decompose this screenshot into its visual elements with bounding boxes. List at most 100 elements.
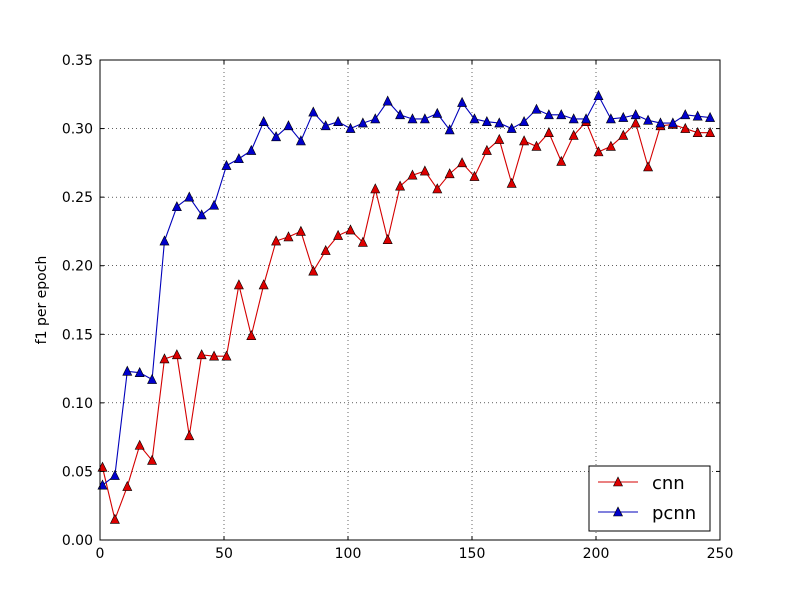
cnn-point — [432, 183, 443, 194]
y-axis-label: f1 per epoch — [34, 256, 50, 345]
pcnn-point — [667, 117, 678, 128]
pcnn-point — [196, 209, 207, 220]
cnn-point — [134, 439, 145, 450]
pcnn-point — [370, 113, 381, 124]
pcnn-point — [506, 122, 517, 133]
y-tick-label: 0.10 — [62, 396, 93, 412]
cnn-point — [159, 353, 170, 364]
pcnn-point — [519, 116, 530, 127]
pcnn-point — [209, 199, 220, 210]
pcnn-point — [147, 373, 158, 384]
cnn-point — [246, 329, 257, 340]
cnn-point — [370, 183, 381, 194]
y-tick-label: 0.25 — [62, 190, 93, 206]
x-tick-label: 0 — [96, 546, 105, 562]
pcnn-point — [271, 131, 282, 142]
pcnn-point — [308, 106, 319, 117]
cnn-point — [593, 146, 604, 157]
grid-lines — [100, 60, 720, 540]
y-tick-label: 0.35 — [62, 53, 93, 69]
x-tick-label: 100 — [335, 546, 362, 562]
cnn-point — [395, 180, 406, 191]
pcnn-point — [184, 191, 195, 202]
cnn-point — [283, 231, 294, 242]
cnn-point — [221, 350, 232, 361]
pcnn-point — [134, 367, 145, 377]
pcnn-point — [457, 96, 468, 107]
pcnn-point — [246, 144, 257, 155]
axis-ticks — [99, 59, 721, 541]
pcnn-point — [382, 95, 393, 106]
pcnn-point — [432, 107, 443, 118]
cnn-point — [233, 279, 244, 290]
legend-pcnn-label: pcnn — [652, 503, 696, 524]
plot-background — [100, 60, 720, 540]
cnn-point — [692, 127, 703, 137]
cnn-point — [271, 235, 282, 246]
cnn-point — [531, 140, 542, 151]
cnn-point — [308, 265, 319, 276]
pcnn-point — [643, 114, 654, 125]
legend-cnn-label: cnn — [652, 473, 685, 494]
cnn-point — [147, 454, 158, 465]
cnn-point — [258, 279, 269, 290]
cnn-point — [109, 513, 120, 524]
x-tick-label: 50 — [215, 546, 233, 562]
cnn-point — [519, 135, 530, 146]
cnn-point — [357, 236, 368, 247]
pcnn-point — [469, 113, 480, 124]
pcnn-point — [159, 235, 170, 246]
pcnn-point — [593, 89, 604, 100]
x-tick-label: 150 — [459, 546, 486, 562]
pcnn-point — [655, 117, 666, 128]
cnn-point — [295, 225, 306, 236]
cnn-point — [407, 169, 418, 180]
cnn-point — [382, 233, 393, 244]
cnn-point — [680, 122, 691, 133]
pcnn-point — [531, 103, 542, 114]
cnn-point — [481, 144, 492, 155]
cnn-point — [556, 155, 567, 166]
cnn-point — [419, 165, 430, 176]
pcnn-point — [122, 365, 133, 376]
pcnn-point — [618, 111, 629, 122]
pcnn-point — [630, 109, 641, 120]
cnn-point — [333, 229, 344, 240]
cnn-point — [171, 349, 182, 360]
pcnn-point — [419, 113, 430, 124]
cnn-point — [444, 168, 455, 179]
y-tick-label: 0.30 — [62, 122, 93, 138]
cnn-point — [184, 430, 195, 441]
legend-box — [588, 465, 711, 532]
legend-cnn-marker — [613, 476, 623, 487]
cnn-point — [196, 349, 207, 360]
pcnn-point — [407, 113, 418, 124]
y-tick-label: 0.00 — [62, 533, 93, 549]
y-tick-label: 0.05 — [62, 464, 93, 480]
cnn-point — [494, 133, 505, 144]
cnn-point — [605, 140, 616, 151]
pcnn-point — [357, 117, 368, 128]
pcnn-point — [705, 111, 716, 122]
cnn-point — [543, 127, 554, 137]
pcnn-point — [233, 153, 244, 164]
pcnn-point — [283, 120, 294, 131]
pcnn-point — [395, 109, 406, 120]
pcnn-point — [109, 469, 120, 480]
cnn-point — [122, 480, 133, 491]
pcnn-line — [102, 94, 711, 486]
y-tick-label: 0.20 — [62, 259, 93, 275]
pcnn-point — [221, 159, 232, 170]
cnn-point — [209, 350, 220, 361]
cnn-point — [618, 129, 629, 140]
pcnn-point — [568, 113, 579, 124]
legend-pcnn-marker — [613, 506, 623, 517]
pcnn-point — [333, 116, 344, 127]
pcnn-point — [171, 201, 182, 212]
pcnn-point — [320, 120, 331, 131]
x-tick-label: 250 — [707, 546, 734, 562]
cnn-point — [630, 117, 641, 128]
series-cnn — [97, 116, 716, 524]
cnn-point — [457, 157, 468, 168]
